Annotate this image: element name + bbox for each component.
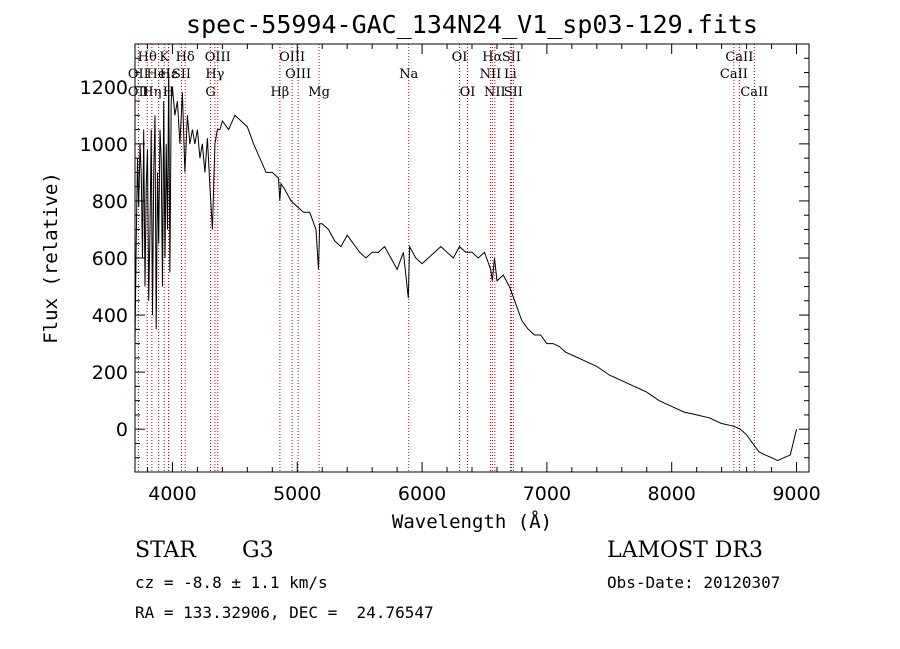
marker-label: OII xyxy=(128,67,149,82)
marker-label: SII xyxy=(504,85,523,100)
marker-label: K xyxy=(159,50,169,65)
marker-label: OIII xyxy=(285,67,311,82)
x-axis-ticks: 4000 5000 6000 7000 8000 9000 xyxy=(146,44,821,505)
marker-label: CaII xyxy=(725,50,753,65)
marker-label: G xyxy=(205,85,215,100)
chart-title: spec-55994-GAC_134N24_V1_sp03-129.fits xyxy=(186,10,758,39)
marker-label: HeI xyxy=(147,67,171,82)
y-axis-label: Flux (relative) xyxy=(40,172,62,344)
marker-label: Hβ xyxy=(270,85,289,100)
marker-label: CaII xyxy=(720,67,748,82)
x-tick-label: 5000 xyxy=(273,483,321,505)
plot-frame xyxy=(134,43,810,473)
object-subclass: G3 xyxy=(242,538,274,563)
marker-label: Hη xyxy=(142,85,161,100)
marker-label: CaII xyxy=(740,85,768,100)
marker-label: NII xyxy=(484,85,506,100)
x-tick-label: 6000 xyxy=(398,483,446,505)
marker-label: NII xyxy=(480,67,502,82)
marker-label: OIII xyxy=(205,50,231,65)
marker-label: SII xyxy=(172,67,191,82)
marker-label: OIII xyxy=(279,50,305,65)
y-tick-label: 800 xyxy=(92,191,128,213)
marker-label: Na xyxy=(399,67,418,82)
redshift-cz: cz = -8.8 ± 1.1 km/s xyxy=(135,573,328,592)
x-tick-label: 7000 xyxy=(523,483,571,505)
x-tick-label: 8000 xyxy=(648,483,696,505)
ra-dec: RA = 133.32906, DEC = 24.76547 xyxy=(135,603,434,622)
y-tick-label: 1200 xyxy=(80,77,128,99)
y-tick-label: 0 xyxy=(116,419,128,441)
y-tick-label: 200 xyxy=(92,362,128,384)
marker-label: Hα xyxy=(482,50,502,65)
marker-label: Mg xyxy=(308,85,330,100)
survey-name: LAMOST DR3 xyxy=(607,538,763,563)
marker-label: Hδ xyxy=(176,50,195,65)
x-tick-label: 4000 xyxy=(148,483,196,505)
marker-label: Li xyxy=(504,67,517,82)
x-tick-label: 9000 xyxy=(772,483,820,505)
y-axis-ticks: 0 200 400 600 800 1000 1200 xyxy=(80,57,809,459)
marker-label: OI xyxy=(452,50,468,65)
marker-label: Hθ xyxy=(138,50,157,65)
x-axis-label: Wavelength (Å) xyxy=(392,510,552,533)
object-class: STAR xyxy=(135,538,196,563)
marker-label: Hγ xyxy=(205,67,224,82)
y-tick-label: 400 xyxy=(92,305,128,327)
y-tick-label: 1000 xyxy=(80,134,128,156)
marker-label: SII xyxy=(502,50,521,65)
flux-series-line xyxy=(134,72,797,462)
y-tick-label: 600 xyxy=(92,248,128,270)
marker-label: OII xyxy=(128,85,149,100)
marker-label: OI xyxy=(460,85,476,100)
obs-date: Obs-Date: 20120307 xyxy=(607,573,781,592)
